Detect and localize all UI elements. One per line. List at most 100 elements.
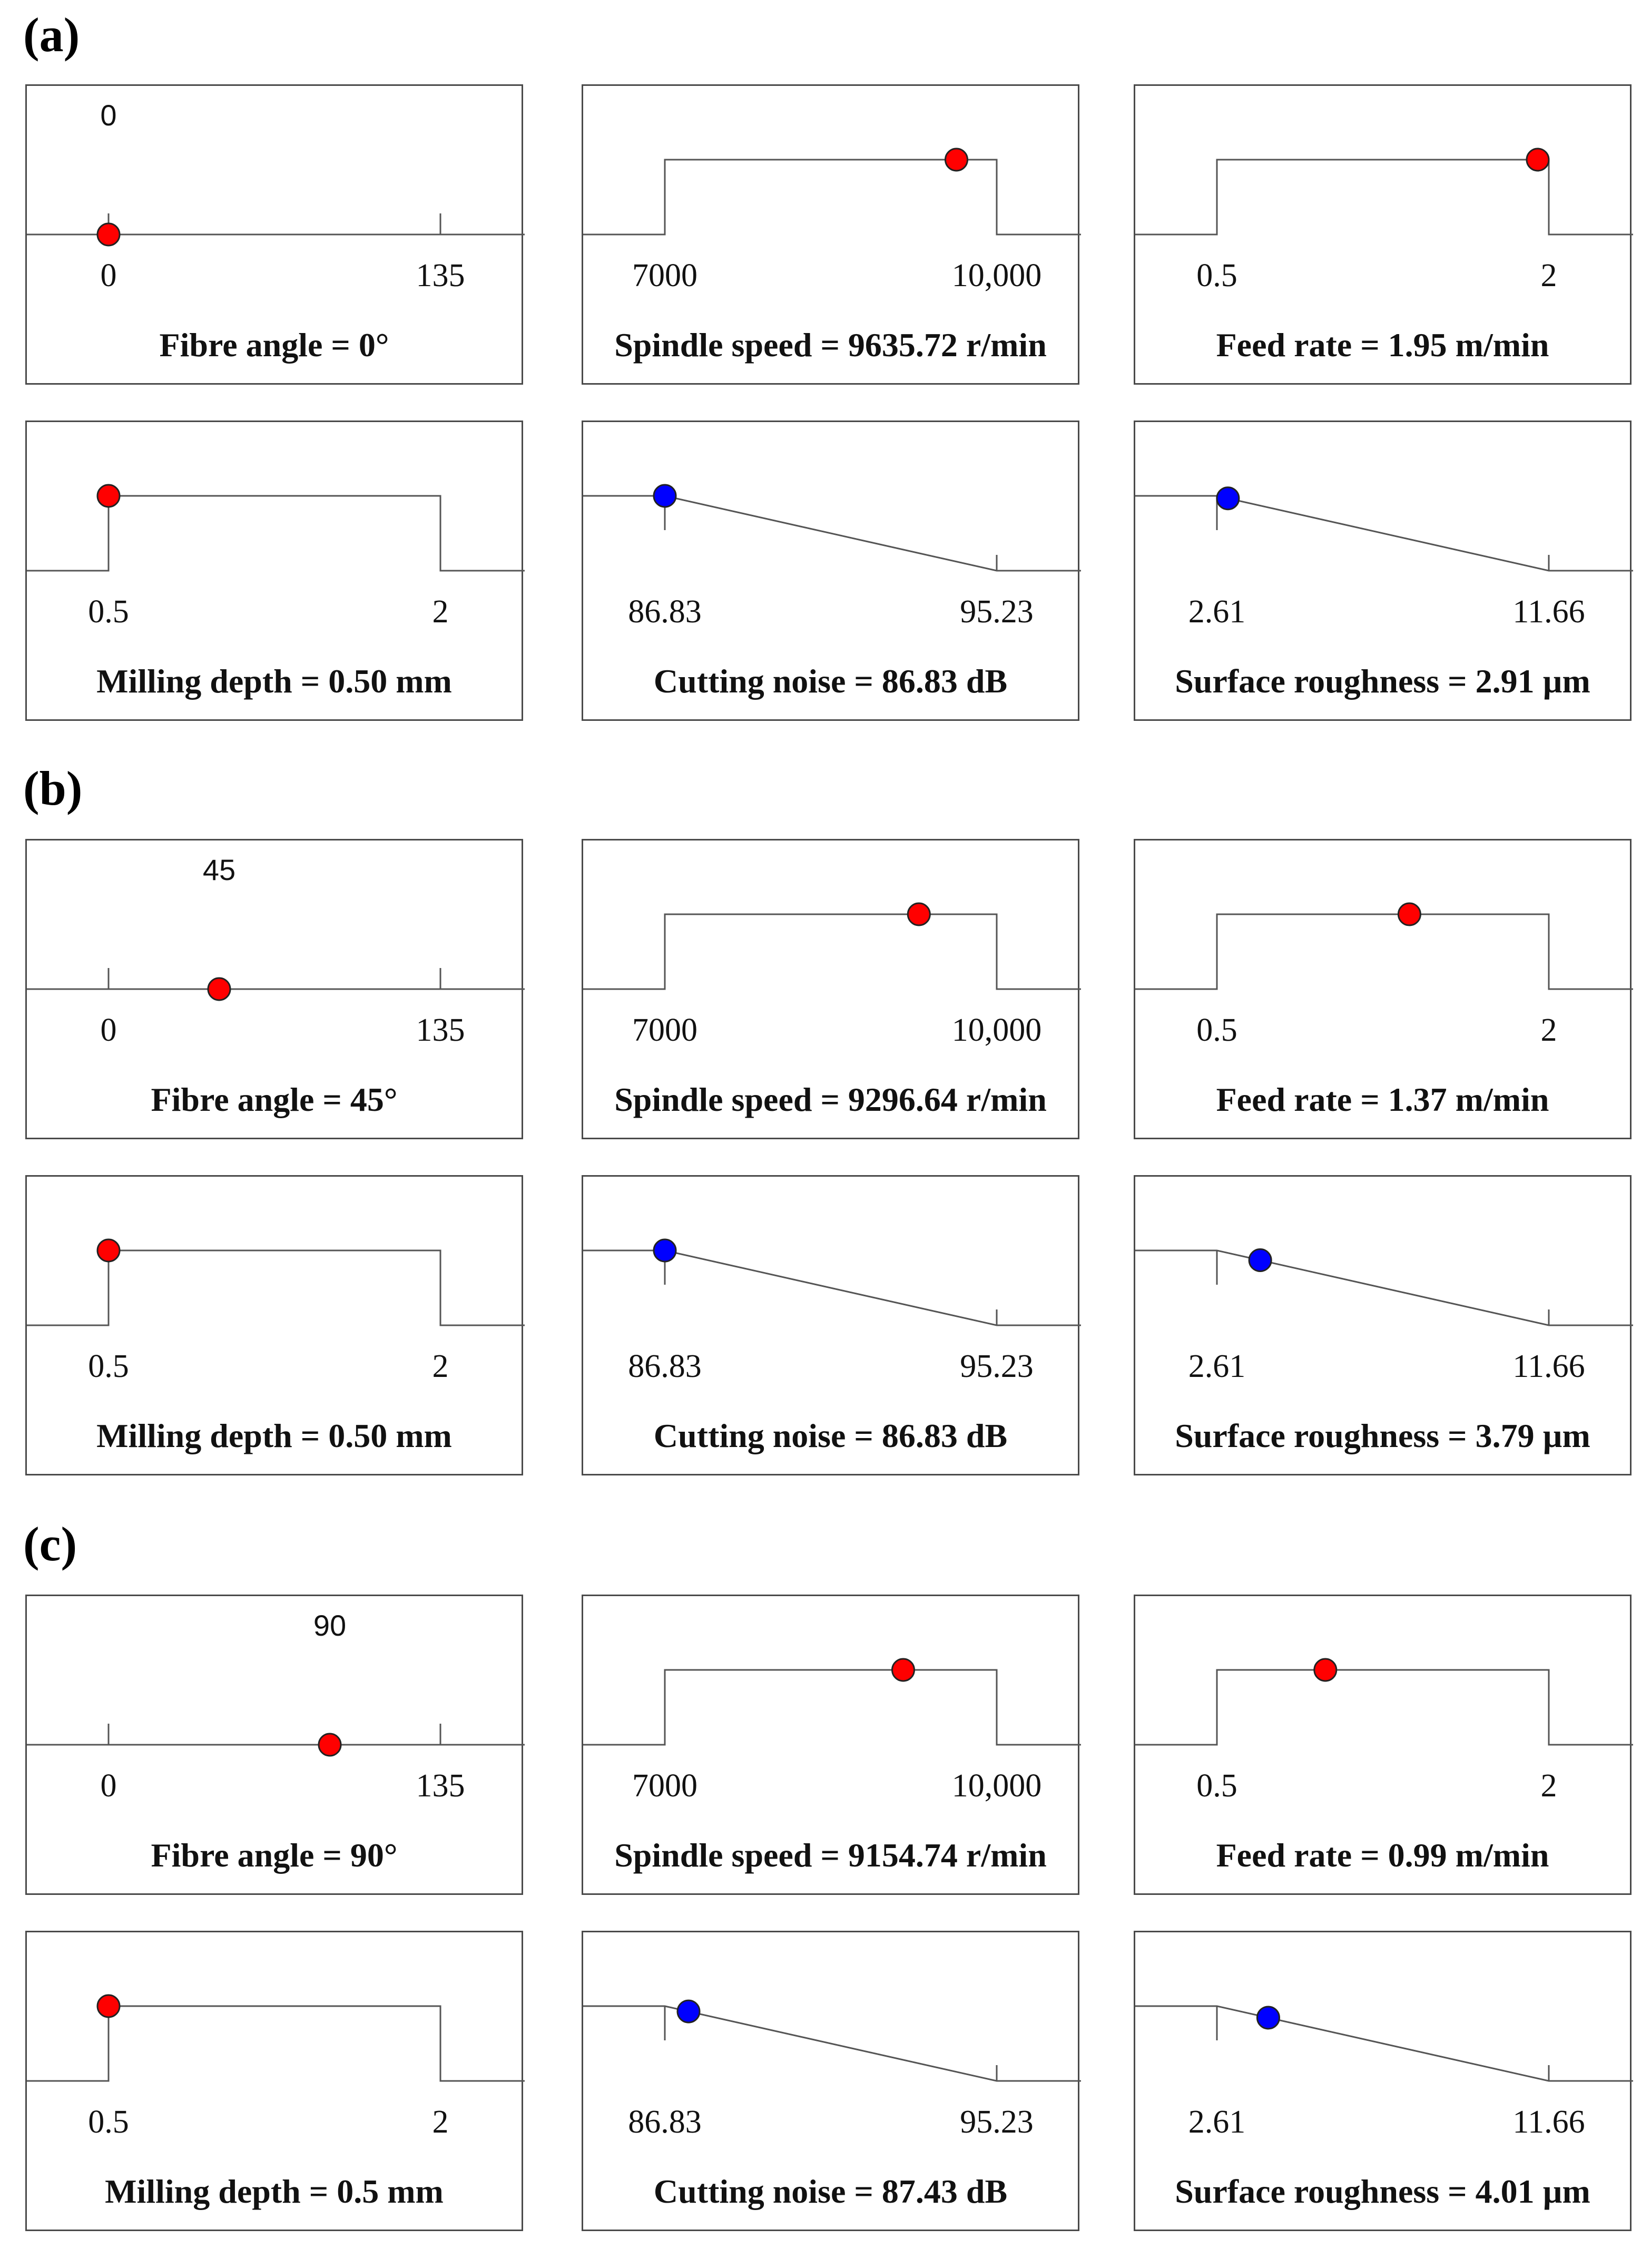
factor-marker: [96, 1238, 121, 1263]
panel-plot: 7000 10,000: [583, 902, 1081, 1048]
panel-plot: 7000 10,000: [583, 148, 1081, 294]
desirability-panel: 0 0 135 Fibre angle = 0°: [25, 84, 525, 385]
factor-marker: [1397, 902, 1421, 926]
panel-caption: Surface roughness = 2.91 µm: [1175, 662, 1590, 700]
desirability-panel: 7000 10,000 Spindle speed = 9635.72 r/min: [582, 84, 1081, 385]
tick-label-low: 0: [101, 1012, 117, 1048]
desirability-curve: [583, 2005, 1081, 2082]
panel-caption: Spindle speed = 9635.72 r/min: [614, 326, 1047, 364]
panel-plot: 2.61 11.66: [1135, 486, 1633, 630]
panel-caption: Surface roughness = 4.01 µm: [1175, 2173, 1590, 2210]
desirability-panel: 45 0 135 Fibre angle = 45°: [25, 839, 525, 1139]
panel-caption: Feed rate = 1.37 m/min: [1216, 1081, 1549, 1118]
panel-caption: Spindle speed = 9154.74 r/min: [614, 1836, 1047, 1874]
desirability-curve: [1135, 1669, 1633, 1746]
tick-label-high: 2: [433, 1348, 449, 1384]
panel-plot: 90 0 135: [27, 1609, 525, 1804]
tick-label-low: 2.61: [1188, 1348, 1246, 1384]
tick-label-high: 2: [1541, 1012, 1557, 1048]
panel-caption: Spindle speed = 9296.64 r/min: [614, 1081, 1047, 1118]
panel-plot: 86.83 95.23: [583, 1999, 1081, 2140]
desirability-panel: 86.83 95.23 Cutting noise = 86.83 dB: [582, 1175, 1081, 1475]
factor-marker: [907, 902, 931, 926]
desirability-curve: [583, 1249, 1081, 1326]
factor-marker: [96, 222, 121, 247]
panel-caption: Fibre angle = 90°: [151, 1836, 398, 1874]
panel-plot: 86.83 95.23: [583, 484, 1081, 630]
response-marker: [1248, 1248, 1272, 1273]
tick-label-high: 2: [433, 594, 449, 630]
panel-caption: Milling depth = 0.5 mm: [105, 2173, 444, 2210]
desirability-curve: [1135, 913, 1633, 990]
factor-marker: [207, 977, 231, 1001]
panel-caption: Milling depth = 0.50 mm: [96, 1417, 452, 1454]
panel-plot: 45 0 135: [27, 853, 525, 1048]
tick-label-low: 0: [101, 1768, 117, 1804]
desirability-curve: [583, 913, 1081, 990]
response-marker: [676, 1999, 701, 2023]
tick-label-high: 95.23: [960, 594, 1034, 630]
tick-label-high: 2: [1541, 1768, 1557, 1804]
response-marker: [653, 1238, 677, 1263]
tick-label-low: 7000: [632, 1768, 697, 1804]
tick-label-low: 7000: [632, 258, 697, 294]
section-label: (a): [23, 8, 80, 62]
factor-marker: [945, 148, 969, 172]
tick-label-low: 86.83: [628, 2104, 702, 2140]
panel-plot: 0.5 2: [1135, 148, 1633, 294]
tick-label-low: 0.5: [1196, 1768, 1237, 1804]
response-marker: [1256, 2006, 1280, 2030]
panel-plot: 0.5 2: [1135, 902, 1633, 1048]
tick-label-low: 0.5: [88, 1348, 129, 1384]
tick-label-low: 0: [101, 258, 117, 294]
panel-plot: 0.5 2: [27, 1994, 525, 2140]
desirability-panel: 2.61 11.66 Surface roughness = 3.79 µm: [1134, 1175, 1633, 1475]
factor-marker: [318, 1733, 342, 1757]
panel-caption: Cutting noise = 87.43 dB: [653, 2173, 1008, 2210]
response-marker: [1216, 486, 1240, 511]
section-label: (b): [23, 761, 83, 815]
desirability-curve: [1135, 2005, 1633, 2082]
desirability-panel: 7000 10,000 Spindle speed = 9154.74 r/min: [582, 1595, 1081, 1895]
tick-label-high: 135: [416, 1012, 465, 1048]
tick-label-low: 2.61: [1188, 594, 1246, 630]
desirability-panel: 86.83 95.23 Cutting noise = 87.43 dB: [582, 1931, 1081, 2231]
factor-marker: [1313, 1658, 1338, 1682]
panel-caption: Milling depth = 0.50 mm: [96, 662, 452, 700]
response-marker: [653, 484, 677, 508]
panel-plot: 0 0 135: [27, 99, 525, 294]
desirability-curve: [1135, 495, 1633, 572]
tick-label-high: 10,000: [952, 1012, 1042, 1048]
panel-plot: 2.61 11.66: [1135, 2005, 1633, 2140]
desirability-curve: [583, 159, 1081, 236]
panel-plot: 0.5 2: [27, 484, 525, 630]
factor-marker: [96, 1994, 121, 2018]
desirability-panel: 0.5 2 Feed rate = 0.99 m/min: [1134, 1595, 1633, 1895]
desirability-curve: [27, 2005, 525, 2082]
tick-label-low: 86.83: [628, 594, 702, 630]
panel-plot: 7000 10,000: [583, 1658, 1081, 1804]
panel-plot: 86.83 95.23: [583, 1238, 1081, 1384]
factor-marker: [1526, 148, 1550, 172]
current-value-label: 45: [203, 853, 235, 886]
desirability-panel: 86.83 95.23 Cutting noise = 86.83 dB: [582, 421, 1081, 721]
section-label: (c): [23, 1517, 77, 1571]
factor-marker: [891, 1658, 915, 1682]
desirability-panel: 0.5 2 Milling depth = 0.50 mm: [25, 421, 525, 721]
desirability-curve: [583, 495, 1081, 572]
desirability-panel: 0.5 2 Feed rate = 1.37 m/min: [1134, 839, 1633, 1139]
panel-caption: Feed rate = 1.95 m/min: [1216, 326, 1549, 364]
factor-marker: [96, 484, 121, 508]
tick-label-high: 11.66: [1512, 2104, 1585, 2140]
desirability-curve: [27, 1249, 525, 1326]
panel-plot: 2.61 11.66: [1135, 1248, 1633, 1384]
desirability-curve: [1135, 159, 1633, 236]
current-value-label: 0: [100, 99, 116, 132]
desirability-curve: [1135, 1249, 1633, 1326]
desirability-panel: 2.61 11.66 Surface roughness = 4.01 µm: [1134, 1931, 1633, 2231]
desirability-panel: 0.5 2 Milling depth = 0.5 mm: [25, 1931, 525, 2231]
panel-caption: Fibre angle = 0°: [159, 326, 389, 364]
desirability-panel: 0.5 2 Milling depth = 0.50 mm: [25, 1175, 525, 1475]
panel-caption: Cutting noise = 86.83 dB: [653, 662, 1008, 700]
tick-label-high: 11.66: [1512, 1348, 1585, 1384]
